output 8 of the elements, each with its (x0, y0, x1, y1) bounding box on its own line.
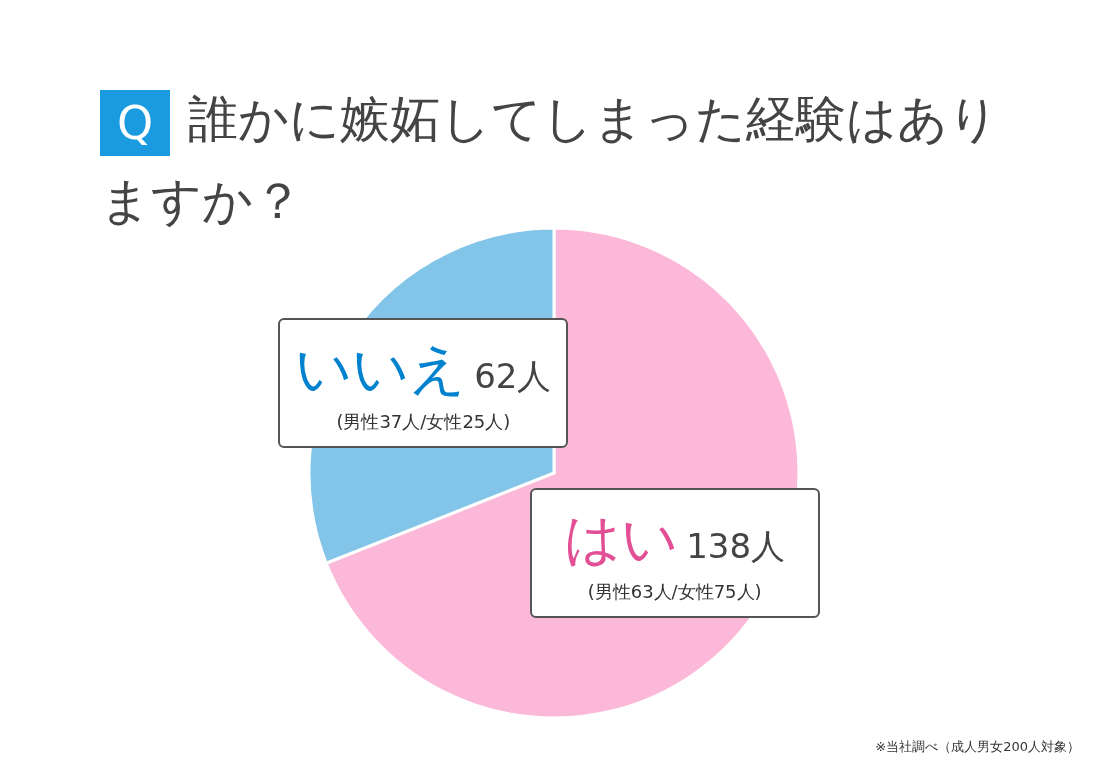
text: ※当社調べ（成人男女200人対象） (875, 738, 1080, 756)
data-label: 138人 (686, 526, 786, 567)
chart-title: Q 誰かに嫉妬してしまった経験はありますか？ (100, 89, 999, 230)
slice-label: はい (564, 506, 679, 572)
callout-box: いいえ 62人 (男性37人/女性25人) (278, 317, 569, 448)
callout-box: はい 138人 (男性63人/女性75人) (529, 488, 820, 619)
data-label: 62人 (474, 355, 552, 396)
slice-label: いいえ (295, 335, 467, 401)
